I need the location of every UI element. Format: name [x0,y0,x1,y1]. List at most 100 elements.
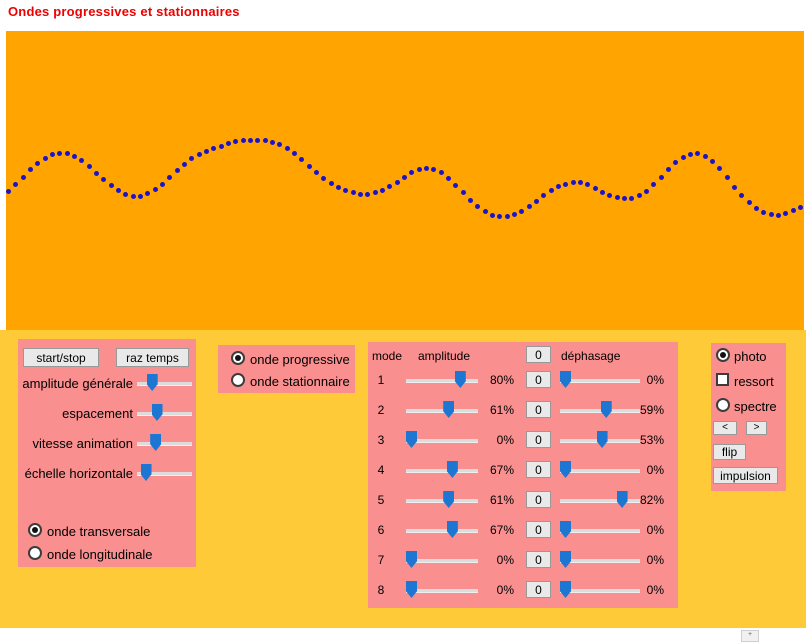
next-button[interactable]: > [746,421,767,435]
wave-dot [115,188,121,193]
dephasage-slider[interactable] [560,461,640,479]
wave-dot [321,176,327,181]
onde-progressive-radio[interactable] [231,351,245,365]
slider-thumb[interactable] [443,491,455,508]
amplitude-slider[interactable] [406,431,478,449]
slider-thumb[interactable] [406,431,417,448]
zero-row-button[interactable]: 0 [526,551,551,568]
wave-dot [570,180,576,185]
slider-thumb[interactable] [443,401,455,418]
slider-thumb[interactable] [560,581,571,598]
zero-row-button[interactable]: 0 [526,521,551,538]
zero-all-button[interactable]: 0 [526,346,551,363]
start-stop-button[interactable]: start/stop [23,348,99,367]
slider-thumb[interactable] [560,371,571,388]
wave-dot [651,182,657,187]
slider-thumb[interactable] [454,371,466,388]
raz-temps-button[interactable]: raz temps [116,348,189,367]
wave-dot [746,200,752,205]
impulsion-button[interactable]: impulsion [713,467,778,484]
amplitude-slider[interactable] [406,491,478,509]
dephasage-slider[interactable] [560,491,640,509]
zero-row-button[interactable]: 0 [526,431,551,448]
photo-radio[interactable] [716,348,730,362]
slider-thumb[interactable] [616,491,628,508]
dephasage-slider[interactable] [560,551,640,569]
zero-row-button[interactable]: 0 [526,461,551,478]
slider-track [406,529,478,533]
wave-dot [629,195,635,201]
zero-row-button[interactable]: 0 [526,401,551,418]
scrollbar-fragment[interactable]: + [741,630,759,642]
slider-thumb[interactable] [151,404,163,421]
amplitude-slider[interactable] [406,461,478,479]
slider-thumb[interactable] [446,461,458,478]
ressort-checkbox[interactable] [716,373,729,386]
wave-dot [497,214,503,219]
wave-dot [453,182,459,188]
amplitude-value: 0% [496,553,514,567]
slider-thumb[interactable] [406,551,417,568]
spectre-radio[interactable] [716,398,730,412]
slider-thumb[interactable] [406,581,417,598]
amplitude-value: 0% [496,583,514,597]
mode-column-header: mode [372,349,403,363]
slider-thumb[interactable] [560,551,571,568]
wave-dot [306,163,312,169]
slider-track [137,382,192,386]
amplitude-value: 61% [489,493,514,507]
slider-thumb[interactable] [150,434,162,451]
wave-dot [695,151,701,156]
onde-transversale-radio[interactable] [28,523,42,537]
dephasage-slider[interactable] [560,581,640,599]
wave-dot [577,180,583,185]
slider-thumb[interactable] [146,374,158,391]
slider-thumb[interactable] [596,431,608,448]
zero-row-button[interactable]: 0 [526,581,551,598]
echelle-horizontale-slider[interactable] [137,464,192,482]
mode-number: 3 [377,433,385,447]
wave-dot [343,188,349,193]
wave-dot [379,187,385,193]
wave-dot [262,138,268,143]
dephasage-slider[interactable] [560,401,640,419]
wave-dot [409,170,415,175]
wave-dot [211,146,217,151]
dephasage-slider[interactable] [560,521,640,539]
mode-number: 1 [377,373,385,387]
slider-thumb[interactable] [560,521,571,538]
slider-track [560,379,640,383]
dephasage-slider[interactable] [560,431,640,449]
ressort-label: ressort [734,374,774,389]
espacement-slider[interactable] [137,404,192,422]
zero-row-button[interactable]: 0 [526,371,551,388]
dephasage-slider[interactable] [560,371,640,389]
amplitude-generale-slider[interactable] [137,374,192,392]
onde-longitudinale-radio[interactable] [28,546,42,560]
prev-button[interactable]: < [713,421,737,435]
display-options-panel: photo ressort spectre < > flip impulsion [711,343,786,491]
mode-number: 4 [377,463,385,477]
wave-dot [585,182,591,187]
vitesse-animation-label: vitesse animation [32,436,133,451]
wave-dot [599,189,605,195]
flip-button[interactable]: flip [713,444,746,460]
slider-thumb[interactable] [140,464,152,481]
onde-stationnaire-radio[interactable] [231,373,245,387]
amplitude-slider[interactable] [406,371,478,389]
wave-dot [328,181,334,186]
amplitude-slider[interactable] [406,521,478,539]
amplitude-slider[interactable] [406,581,478,599]
slider-thumb[interactable] [446,521,458,538]
slider-track [406,499,478,503]
wave-dot [108,183,114,188]
amplitude-slider[interactable] [406,401,478,419]
amplitude-slider[interactable] [406,551,478,569]
wave-dot [658,174,664,180]
zero-row-button[interactable]: 0 [526,491,551,508]
wave-canvas[interactable] [6,31,804,330]
slider-thumb[interactable] [560,461,571,478]
vitesse-animation-slider[interactable] [137,434,192,452]
wave-dot [181,161,187,167]
slider-thumb[interactable] [600,401,612,418]
